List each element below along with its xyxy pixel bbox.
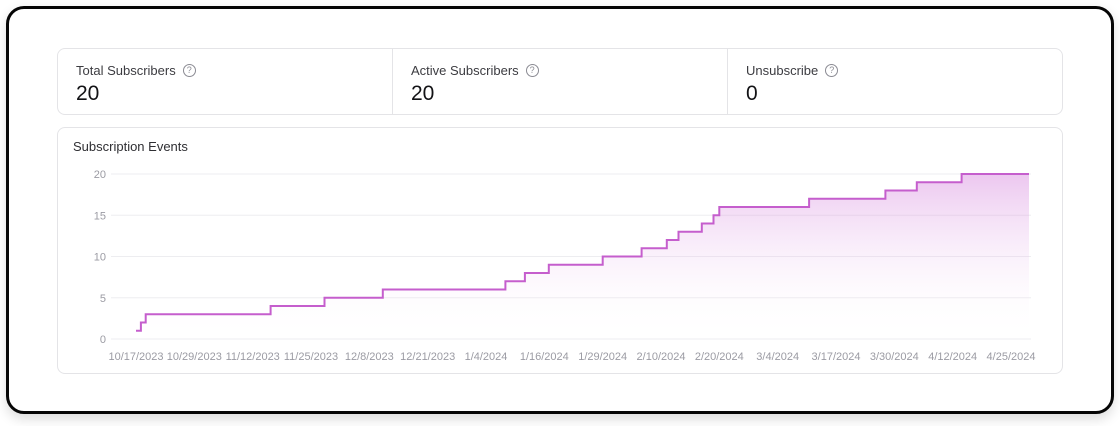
- chart-title: Subscription Events: [73, 139, 188, 154]
- x-axis-label: 12/8/2023: [345, 351, 394, 363]
- x-axis-label: 2/10/2024: [637, 351, 686, 363]
- chart-axis-labels: 0 5 10 15 20 10/17/2023 10/29/2023 11/12/2023 11…: [94, 169, 1036, 363]
- stat-total-subscribers: Total Subscribers ? 20: [58, 49, 392, 114]
- stat-label: Active Subscribers: [411, 63, 519, 78]
- x-axis-label: 11/12/2023: [226, 351, 280, 363]
- x-axis-label: 1/16/2024: [520, 351, 569, 363]
- stat-value: 20: [76, 82, 100, 105]
- app-window: Total Subscribers ? 20 Active Subscriber…: [6, 6, 1114, 414]
- x-axis-label: 3/17/2024: [812, 351, 861, 363]
- stat-active-subscribers: Active Subscribers ? 20: [392, 49, 727, 114]
- help-icon[interactable]: ?: [525, 64, 539, 77]
- chart-step-line: [136, 173, 1029, 332]
- x-axis-label: 1/29/2024: [578, 351, 627, 363]
- y-axis-label: 20: [94, 169, 106, 181]
- x-axis-label: 3/30/2024: [870, 351, 919, 363]
- y-axis-label: 5: [100, 293, 106, 305]
- stat-unsubscribe: Unsubscribe ? 0: [727, 49, 1062, 114]
- stat-label: Total Subscribers: [76, 63, 176, 78]
- stats-card: Total Subscribers ? 20 Active Subscriber…: [57, 48, 1063, 115]
- y-axis-label: 0: [100, 334, 106, 346]
- x-axis-label: 2/20/2024: [695, 351, 744, 363]
- subscription-events-chart: 0 5 10 15 20 10/17/2023 10/29/2023 11/12/2023 11…: [94, 169, 1036, 363]
- stat-value: 0: [746, 82, 758, 105]
- x-axis-label: 4/12/2024: [928, 351, 977, 363]
- stat-label: Unsubscribe: [746, 63, 819, 78]
- stat-value: 20: [411, 82, 435, 105]
- help-icon[interactable]: ?: [182, 64, 196, 77]
- chart-card: Subscription Events 0 5 10 15 20 10/17/2023 10…: [57, 127, 1063, 374]
- y-axis-label: 15: [94, 210, 106, 222]
- x-axis-label: 11/25/2023: [284, 351, 338, 363]
- x-axis-label: 10/17/2023: [108, 351, 163, 363]
- x-axis-label: 12/21/2023: [400, 351, 455, 363]
- help-icon[interactable]: ?: [825, 64, 839, 77]
- y-axis-label: 10: [94, 252, 106, 264]
- x-axis-label: 3/4/2024: [756, 351, 799, 363]
- chart-area: [136, 174, 1029, 339]
- x-axis-label: 10/29/2023: [167, 351, 222, 363]
- x-axis-label: 1/4/2024: [465, 351, 508, 363]
- x-axis-label: 4/25/2024: [987, 351, 1036, 363]
